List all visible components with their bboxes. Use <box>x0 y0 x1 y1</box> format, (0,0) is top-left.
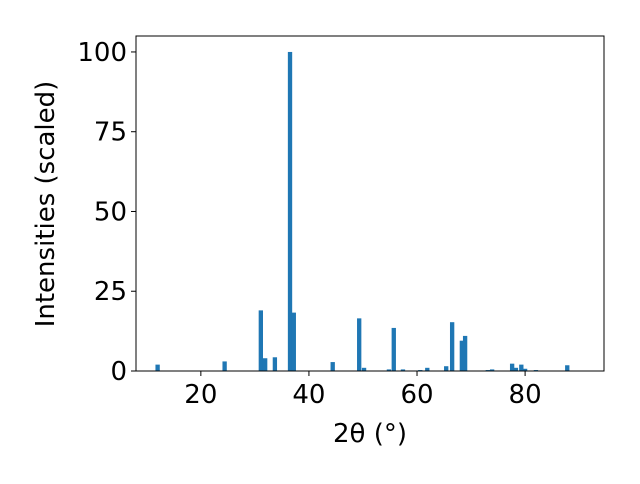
bar <box>262 358 268 371</box>
x-tick-label: 20 <box>184 380 217 410</box>
y-tick-label: 75 <box>94 118 127 148</box>
bar <box>155 364 160 371</box>
x-tick-label: 40 <box>292 380 325 410</box>
bar <box>459 340 465 371</box>
bar <box>330 362 335 371</box>
y-tick-label: 50 <box>94 197 127 227</box>
bar <box>400 369 406 371</box>
bar <box>522 368 528 371</box>
y-tick-label: 0 <box>110 357 127 387</box>
bar <box>449 322 455 371</box>
bar <box>291 312 296 371</box>
bar <box>386 369 392 371</box>
bar <box>258 310 263 371</box>
y-tick-label: 100 <box>77 38 127 68</box>
bar <box>287 51 293 371</box>
bar <box>509 363 515 371</box>
bar <box>272 357 278 371</box>
bar <box>361 367 367 371</box>
bar <box>513 367 519 371</box>
y-axis-label: Intensities (scaled) <box>31 81 61 328</box>
bar <box>444 366 449 371</box>
bar <box>425 367 430 371</box>
bar <box>519 364 524 371</box>
bar <box>357 318 362 371</box>
bar <box>462 335 468 371</box>
x-axis-label: 2θ (°) <box>333 419 407 449</box>
bar <box>222 361 227 371</box>
x-tick-label: 60 <box>400 380 433 410</box>
x-tick-label: 80 <box>509 380 542 410</box>
bar <box>565 365 570 371</box>
y-tick-label: 25 <box>94 277 127 307</box>
plot-frame <box>135 35 605 372</box>
bar <box>391 327 396 371</box>
bar <box>489 369 495 371</box>
